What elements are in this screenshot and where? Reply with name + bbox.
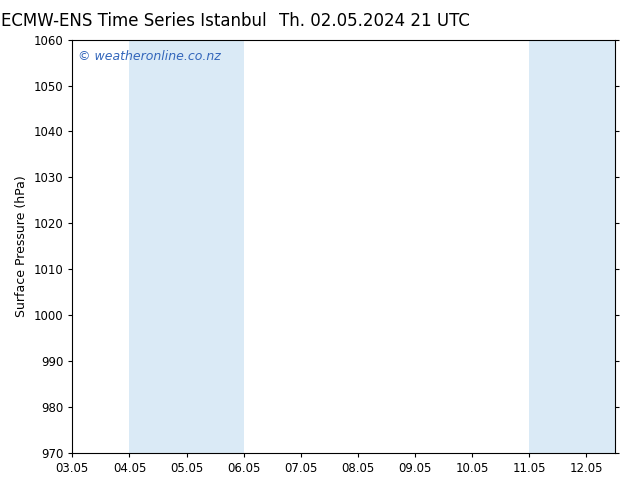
Text: © weatheronline.co.nz: © weatheronline.co.nz bbox=[78, 50, 221, 63]
Bar bbox=[626, 40, 634, 453]
Bar bbox=[586, 40, 615, 453]
Text: ECMW-ENS Time Series Istanbul: ECMW-ENS Time Series Istanbul bbox=[1, 12, 266, 30]
Y-axis label: Surface Pressure (hPa): Surface Pressure (hPa) bbox=[15, 175, 28, 317]
Bar bbox=[186, 40, 243, 453]
Bar bbox=[129, 40, 186, 453]
Text: Th. 02.05.2024 21 UTC: Th. 02.05.2024 21 UTC bbox=[279, 12, 470, 30]
Bar bbox=[529, 40, 586, 453]
